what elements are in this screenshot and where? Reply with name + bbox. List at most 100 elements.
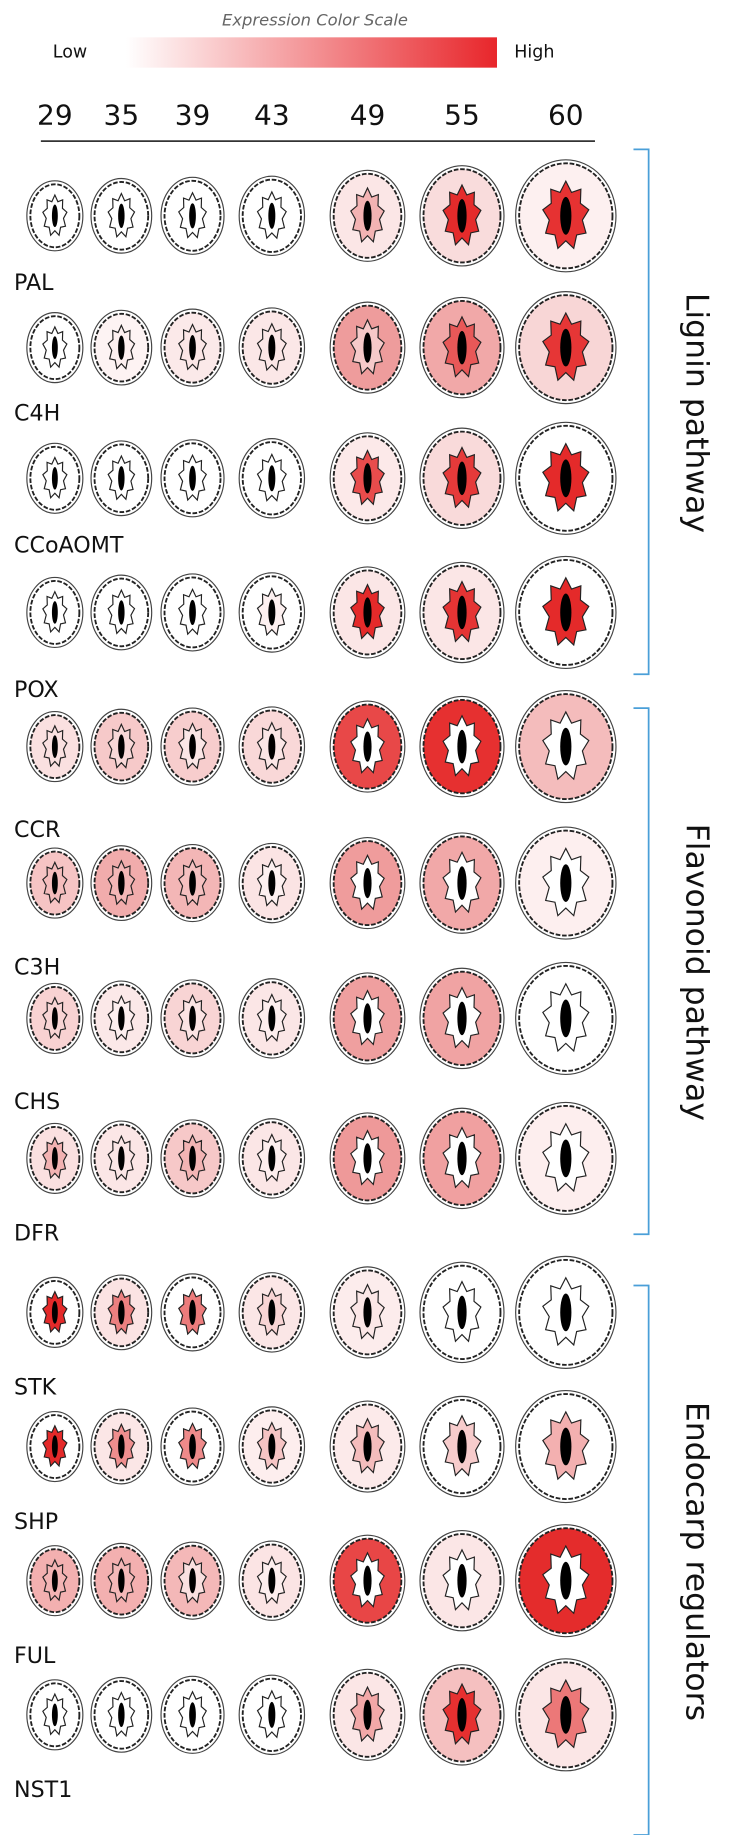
group-label: Flavonoid pathway	[678, 824, 714, 1121]
fruit	[90, 309, 153, 386]
fruit	[419, 561, 505, 664]
fruit	[90, 1408, 153, 1485]
fruit	[515, 555, 617, 670]
fruit	[160, 1541, 225, 1620]
fruit	[90, 1542, 153, 1619]
seed	[268, 1701, 276, 1728]
seed	[363, 1699, 372, 1730]
fruit	[515, 690, 617, 804]
seed	[560, 1561, 572, 1600]
seed	[51, 871, 58, 895]
fruit	[238, 1272, 306, 1353]
seed	[268, 1433, 276, 1460]
fruit	[419, 427, 505, 530]
seed	[118, 335, 125, 360]
seed	[457, 199, 467, 233]
seed	[457, 1141, 467, 1176]
group-label: Endocarp regulators	[678, 1402, 714, 1721]
column-label: 43	[254, 99, 290, 132]
group-bracket	[633, 707, 650, 1236]
seed	[51, 204, 58, 228]
fruit	[160, 573, 225, 652]
seed	[560, 459, 572, 498]
fruit	[329, 972, 406, 1065]
fruit	[419, 1395, 505, 1498]
seed	[268, 334, 276, 361]
seed	[189, 203, 196, 229]
seed	[363, 597, 372, 628]
fruit	[238, 1118, 306, 1199]
fruit	[329, 1112, 406, 1205]
fruit	[329, 837, 406, 930]
fruit	[160, 1273, 225, 1352]
fruit	[26, 442, 84, 514]
seed	[560, 1139, 572, 1178]
seed	[457, 1295, 467, 1330]
gene-label: NST1	[14, 1777, 72, 1803]
seed	[51, 466, 58, 490]
gene-label: CCR	[14, 817, 60, 843]
group-bracket	[633, 1284, 650, 1835]
seed	[189, 465, 196, 491]
seed	[189, 335, 196, 361]
seed	[457, 1429, 467, 1464]
fruit	[238, 842, 306, 924]
seed	[189, 1702, 196, 1728]
seed	[51, 1703, 58, 1727]
seed	[457, 461, 467, 496]
column-label: 35	[104, 99, 140, 132]
gene-label: CCoAOMT	[14, 532, 124, 558]
column-label: 49	[350, 99, 386, 132]
fruit	[329, 1668, 406, 1761]
seed	[560, 1293, 572, 1332]
seed	[560, 328, 572, 367]
fruit	[26, 312, 84, 384]
fruit	[238, 1674, 306, 1756]
fruit	[238, 438, 306, 519]
seed	[189, 1145, 196, 1171]
seed	[457, 729, 467, 764]
fruit	[160, 979, 225, 1058]
fruit	[515, 1101, 617, 1215]
column-label: 39	[175, 99, 211, 132]
scale-low: Low	[53, 42, 87, 62]
seed	[363, 463, 372, 494]
fruit	[238, 706, 306, 787]
fruit	[90, 1676, 153, 1753]
seed	[118, 1006, 125, 1031]
seed	[457, 866, 467, 900]
seed	[363, 1431, 372, 1462]
fruit	[90, 845, 153, 921]
fruit	[26, 576, 84, 649]
seed	[189, 1433, 196, 1460]
seed	[51, 1147, 58, 1170]
gene-label: C4H	[14, 401, 60, 427]
fruit	[26, 1679, 84, 1751]
fruit	[419, 1107, 505, 1210]
gene-label: DFR	[14, 1221, 59, 1247]
fruit	[515, 159, 617, 273]
seed	[51, 735, 58, 758]
seed	[268, 202, 276, 229]
seed	[363, 1003, 372, 1034]
gene-label: SHP	[14, 1509, 58, 1535]
fruit	[160, 1675, 225, 1754]
fruit	[160, 308, 225, 387]
seed	[118, 600, 125, 625]
fruit	[26, 1122, 84, 1194]
fruit	[90, 440, 153, 517]
seed	[363, 200, 372, 231]
seed	[118, 1434, 125, 1459]
fruit	[26, 1410, 84, 1483]
fruit	[515, 1389, 617, 1504]
scale-title: Expression Color Scale	[222, 10, 408, 29]
seed	[268, 1005, 276, 1032]
group-bracket	[633, 148, 650, 676]
fruit	[419, 1529, 505, 1632]
fruit	[329, 1534, 406, 1627]
seed	[457, 595, 467, 630]
fruit	[329, 432, 406, 525]
seed	[560, 593, 572, 632]
